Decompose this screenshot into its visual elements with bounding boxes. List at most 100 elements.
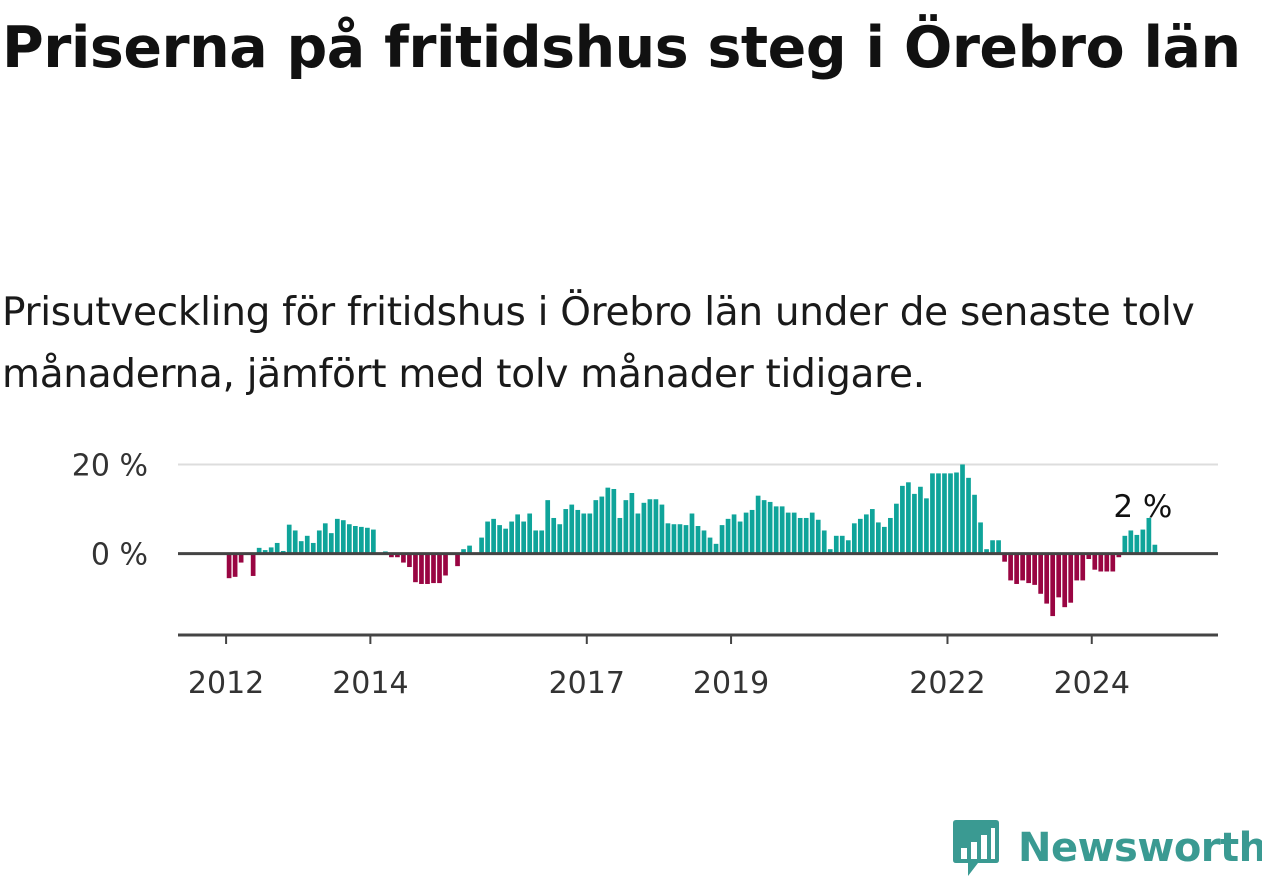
bar [1092,553,1098,570]
bar [827,549,833,554]
bar [888,517,893,554]
bar-series [226,464,1158,617]
bar [238,553,244,563]
bar [767,501,773,554]
bar [413,553,418,583]
bar [1122,535,1128,554]
bar [1146,517,1152,554]
bar [954,472,959,554]
bar [942,473,947,554]
bar [509,521,514,554]
bar [443,553,448,576]
bar [599,496,605,554]
bar [906,482,911,554]
bar [918,486,923,554]
bar [268,547,274,554]
bar [773,506,779,554]
axis-labels: 20 % 0 % 2012 2014 2017 2019 2022 2024 2 % [72,448,1173,700]
bar [539,530,545,554]
bar [1080,553,1086,581]
bar [809,512,815,554]
bar [557,524,563,554]
bar [467,545,472,554]
bar [924,498,929,554]
bar [292,530,298,554]
bar [503,528,508,554]
bar [996,540,1001,554]
x-tick-label: 2024 [1054,666,1130,700]
bar [1056,553,1062,598]
bar [1032,553,1037,585]
bar [1098,553,1104,572]
bar [1134,534,1140,554]
bar [587,513,593,554]
bar [737,521,743,554]
bar [515,514,520,554]
bar [821,530,827,554]
bar [401,553,406,563]
bar [1014,553,1019,584]
bar [395,553,400,558]
bar [930,473,935,554]
y-tick-label: 20 % [72,448,148,483]
bar [545,500,551,554]
bar [1044,553,1050,604]
bar [761,500,767,554]
bar [978,522,983,554]
bar [851,523,857,554]
bar [641,502,647,554]
bar [707,537,713,554]
bar [593,500,599,554]
bar [1026,553,1031,584]
bar [419,553,424,584]
bar [304,535,310,554]
bar [575,509,581,554]
bar [1038,553,1043,594]
newsworthy-logo: Newsworthy [950,818,1262,878]
bar [316,530,322,554]
bar [346,524,352,554]
bar [298,541,304,554]
bar [425,553,430,584]
bar [617,517,623,554]
bar [274,542,280,554]
bar [755,495,761,554]
bar [815,519,821,554]
bar [869,509,875,554]
x-tick-label: 2014 [332,666,408,700]
bar [665,523,671,554]
bar [389,553,394,558]
bar [845,540,851,554]
bar [695,526,701,554]
axes [178,552,1218,644]
bar [340,520,346,554]
bar [894,503,899,554]
bar [407,553,412,568]
bar [960,464,965,554]
bar [635,513,641,554]
bar [984,549,989,554]
bar [701,530,707,554]
x-tick-label: 2017 [549,666,625,700]
bar [1104,553,1110,572]
bar [328,533,334,554]
bar [882,526,887,554]
bar [749,509,755,554]
bar [671,524,677,554]
bar [527,513,533,554]
bar [611,488,617,554]
bar [491,518,496,554]
bar [833,535,839,554]
bar [900,485,905,554]
bar [785,512,791,554]
bar [365,527,370,554]
bar [262,550,268,554]
y-tick-label: 0 % [91,538,148,573]
bar [719,525,725,554]
bar [1086,553,1092,559]
newsworthy-chart-icon [953,820,999,876]
bar [1110,553,1116,572]
bar [725,518,731,554]
bar [1074,553,1080,581]
bar [250,553,256,576]
